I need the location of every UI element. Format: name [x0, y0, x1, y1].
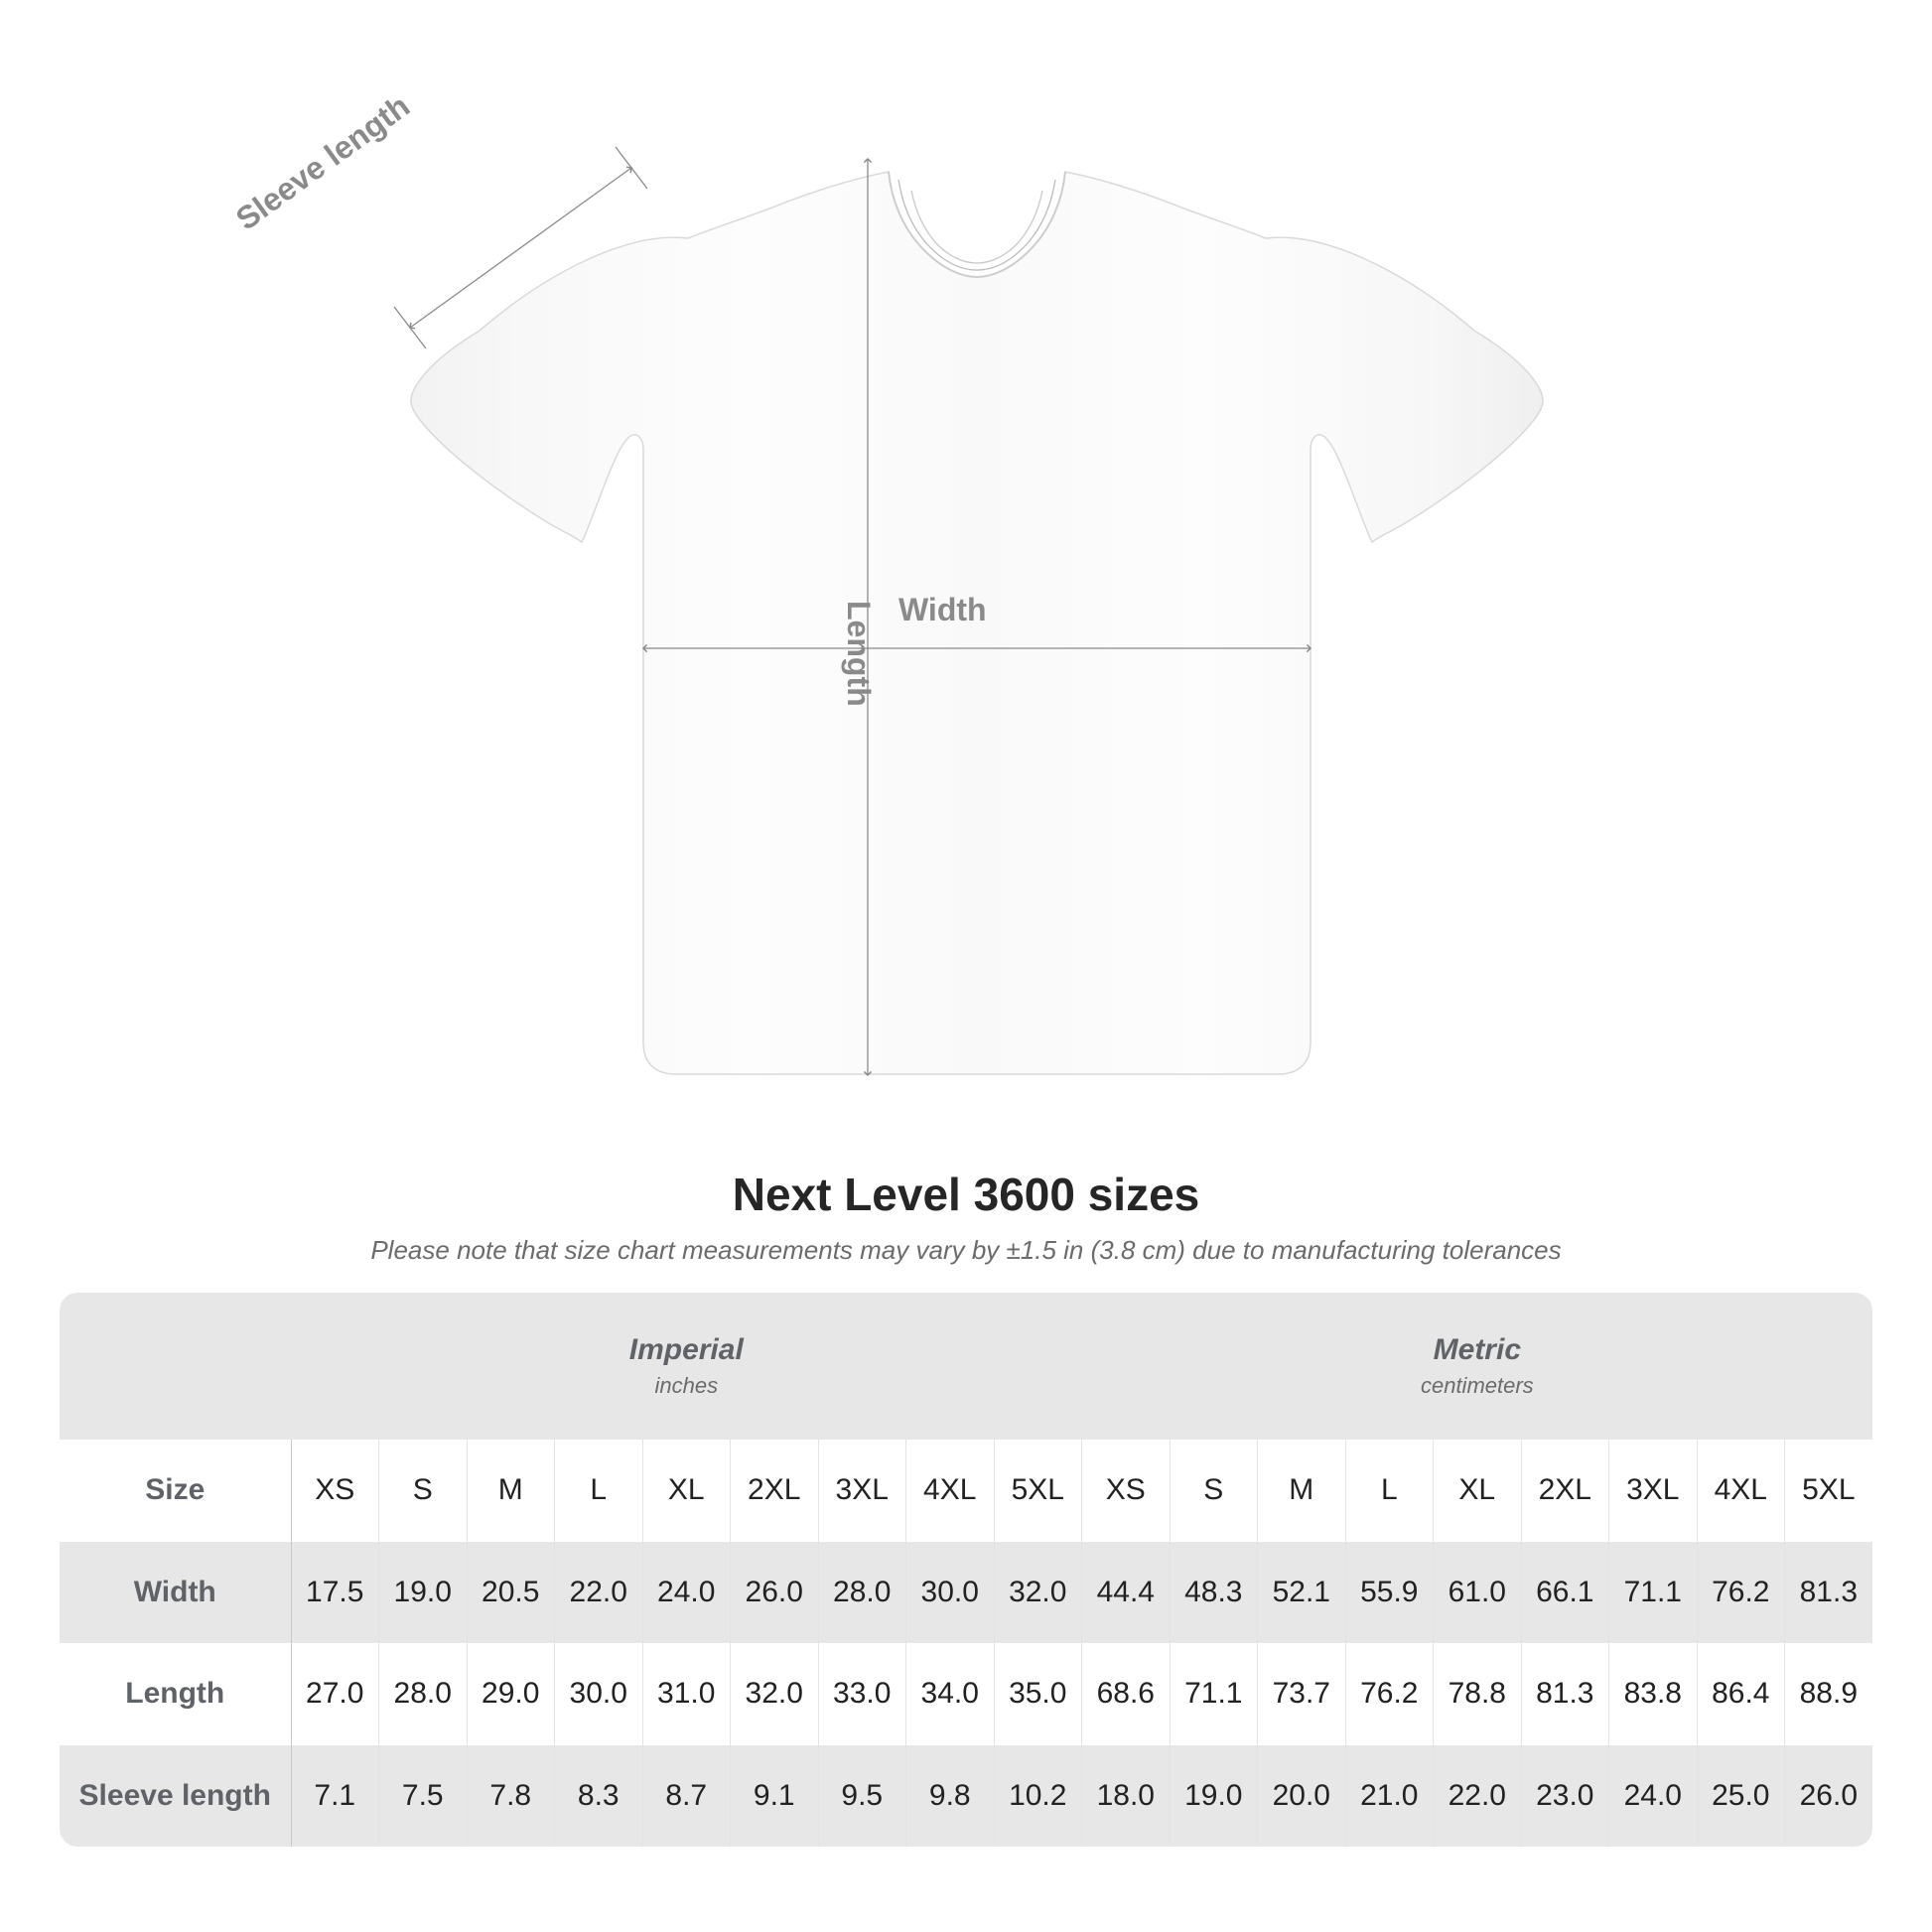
svg-text:Width: Width: [898, 592, 987, 627]
svg-text:Length: Length: [841, 601, 877, 707]
svg-text:Sleeve length: Sleeve length: [229, 87, 416, 236]
